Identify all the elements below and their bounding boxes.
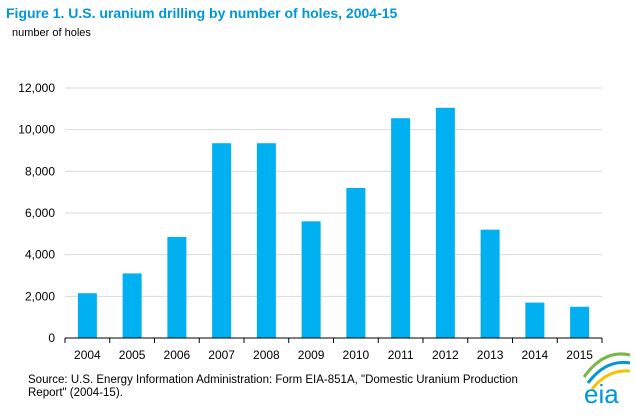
bar-2010: [346, 188, 366, 338]
bar-2005: [122, 273, 142, 338]
bar-2009: [301, 221, 321, 338]
y-tick-label: 10,000: [18, 123, 55, 137]
gridlines: [65, 87, 602, 297]
bar-2006: [167, 236, 187, 338]
x-tick-label: 2012: [432, 348, 459, 362]
bars: [77, 107, 590, 339]
x-tick-label: 2006: [164, 348, 191, 362]
y-tick-labels: 0 2,000 4,000 6,000 8,000 10,000 12,000: [18, 81, 55, 345]
x-tick-label: 2011: [388, 348, 414, 362]
x-tick-label: 2015: [566, 348, 593, 362]
x-tick-label: 2010: [343, 348, 370, 362]
eia-logo: eia: [582, 352, 631, 409]
bar-2004: [77, 293, 97, 338]
logo-arc-blue: [586, 360, 631, 384]
logo-arc-yellow: [590, 369, 631, 390]
source-note: Source: U.S. Energy Information Administ…: [28, 374, 518, 399]
bar-2012: [435, 107, 455, 339]
y-tick-label: 6,000: [25, 206, 55, 220]
x-tick-label: 2004: [74, 348, 101, 362]
x-tick-label: 2008: [253, 348, 280, 362]
y-axis-label: number of holes: [12, 27, 91, 39]
x-tick-label: 2005: [119, 348, 146, 362]
logo-text: eia: [584, 379, 619, 409]
y-tick-label: 2,000: [25, 289, 55, 303]
x-tick-labels: 2004 2005 2006 2007 2008 2009 2010 2011 2012 2013…: [74, 348, 593, 362]
chart-title: Figure 1. U.S. uranium drilling by numbe…: [6, 5, 398, 21]
bar-2008: [256, 143, 276, 338]
bar-2007: [212, 143, 232, 338]
logo-arc-green: [582, 352, 631, 378]
x-tick-label: 2013: [477, 348, 504, 362]
bar-2011: [391, 118, 411, 338]
x-tick-label: 2014: [522, 348, 549, 362]
axes: [64, 337, 603, 343]
bar-2015: [570, 306, 590, 338]
bar-2014: [525, 302, 545, 338]
y-tick-label: 4,000: [25, 248, 55, 262]
bar-2013: [480, 229, 500, 338]
y-tick-label: 12,000: [18, 81, 55, 95]
x-tick-label: 2009: [298, 348, 325, 362]
y-tick-label: 0: [48, 331, 55, 345]
y-tick-label: 8,000: [25, 164, 55, 178]
x-tick-label: 2007: [208, 348, 235, 362]
